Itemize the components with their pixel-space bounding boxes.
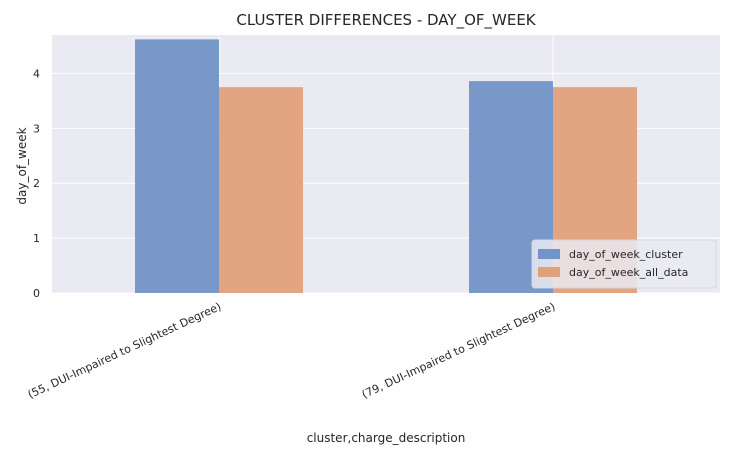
y-tick-label: 4 bbox=[33, 67, 40, 80]
legend-swatch-day_of_week_cluster bbox=[538, 249, 560, 259]
x-tick-label: (79, DUI-Impaired to Slightest Degree) bbox=[360, 300, 557, 401]
x-tick-label: (55, DUI-Impaired to Slightest Degree) bbox=[26, 300, 223, 401]
legend: day_of_week_cluster day_of_week_all_data bbox=[531, 239, 717, 289]
legend-box bbox=[531, 239, 717, 289]
y-tick-label: 2 bbox=[33, 177, 40, 190]
legend-label-day_of_week_cluster: day_of_week_cluster bbox=[569, 248, 683, 261]
legend-label-day_of_week_all_data: day_of_week_all_data bbox=[569, 266, 688, 279]
plot-area: 0 1 2 3 4 (55, DUI-Impaired to Slightest Degr… bbox=[26, 35, 720, 401]
chart-title: CLUSTER DIFFERENCES - DAY_OF_WEEK bbox=[236, 11, 536, 30]
y-tick-label: 1 bbox=[33, 232, 40, 245]
y-tick-label: 3 bbox=[33, 122, 40, 135]
y-axis-label: day_of_week bbox=[15, 127, 29, 204]
x-axis-label: cluster,charge_description bbox=[307, 431, 466, 445]
bar-day_of_week_all_data-0 bbox=[219, 87, 303, 294]
y-tick-label: 0 bbox=[33, 287, 40, 300]
legend-swatch-day_of_week_all_data bbox=[538, 267, 560, 277]
bar-day_of_week_cluster-0 bbox=[135, 39, 219, 293]
